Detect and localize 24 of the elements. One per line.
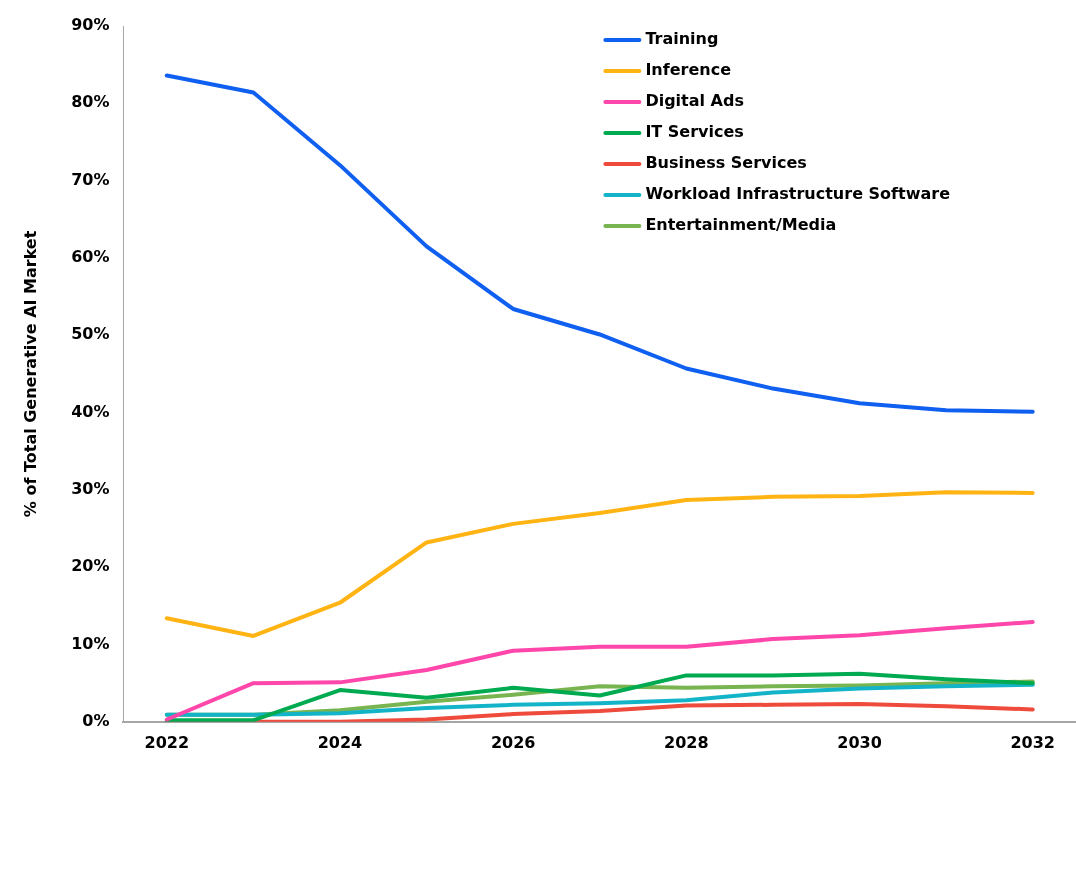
x-tick-label: 2030 — [837, 732, 882, 752]
y-tick-label: 60% — [71, 247, 110, 267]
legend-label: Business Services — [645, 153, 807, 173]
x-tick-label: 2024 — [317, 732, 363, 752]
y-tick-label: 90% — [71, 15, 110, 35]
y-tick-label: 50% — [71, 324, 110, 344]
legend-label: IT Services — [645, 122, 744, 142]
y-tick-label: 40% — [71, 401, 110, 421]
y-tick-label: 80% — [71, 92, 110, 112]
x-tick-label: 2026 — [490, 732, 536, 752]
x-tick-label: 2028 — [664, 732, 709, 752]
y-tick-label: 0% — [82, 710, 110, 730]
legend-label: Training — [645, 29, 719, 49]
y-axis-title: % of Total Generative AI Market — [20, 230, 40, 518]
y-tick-label: 20% — [71, 556, 110, 576]
legend-label: Entertainment/Media — [645, 215, 837, 235]
y-tick-label: 10% — [71, 633, 110, 653]
legend-label: Inference — [645, 60, 732, 80]
legend-label: Digital Ads — [645, 91, 744, 111]
y-tick-label: 70% — [71, 169, 110, 189]
x-tick-label: 2022 — [144, 732, 190, 752]
legend-label: Workload Infrastructure Software — [645, 184, 951, 204]
y-tick-label: 30% — [71, 479, 110, 499]
x-tick-label: 2032 — [1010, 732, 1055, 752]
